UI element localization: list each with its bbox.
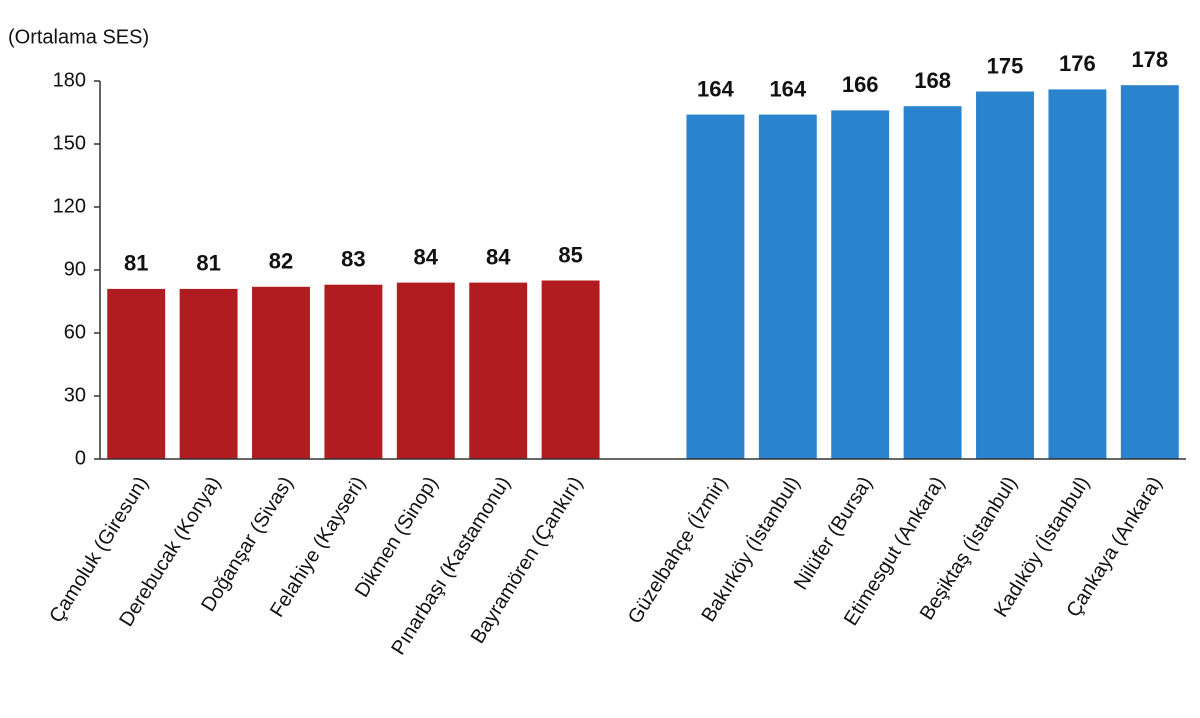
y-tick-label: 60 <box>64 321 86 343</box>
bar <box>903 106 962 459</box>
x-tick-label: Nilüfer (Bursa) <box>790 473 877 594</box>
value-label: 81 <box>124 251 148 276</box>
bar <box>541 280 600 459</box>
value-label: 164 <box>769 76 806 101</box>
bar <box>252 286 310 459</box>
bar <box>1120 85 1179 459</box>
y-tick-label: 30 <box>64 384 86 406</box>
value-label: 84 <box>486 244 511 269</box>
bar <box>469 282 528 459</box>
bar <box>324 284 383 459</box>
y-tick-label: 120 <box>53 195 86 217</box>
bar <box>179 288 238 459</box>
value-label: 82 <box>269 249 293 274</box>
value-label: 175 <box>987 53 1024 78</box>
value-label: 84 <box>414 244 439 269</box>
y-tick-label: 0 <box>75 447 86 469</box>
y-axis-label: (Ortalama SES) <box>8 26 149 48</box>
value-label: 85 <box>558 242 582 267</box>
value-label: 164 <box>697 76 734 101</box>
y-tick-label: 150 <box>53 132 86 154</box>
bar <box>107 288 166 459</box>
bar <box>686 114 745 459</box>
y-tick-label: 90 <box>64 258 86 280</box>
bar <box>758 114 817 459</box>
value-label: 178 <box>1131 47 1168 72</box>
value-label: 81 <box>196 251 220 276</box>
bar <box>396 282 455 459</box>
bar <box>976 91 1034 459</box>
value-label: 166 <box>842 72 879 97</box>
value-label: 176 <box>1059 51 1096 76</box>
bar <box>831 110 890 460</box>
value-label: 83 <box>341 247 365 272</box>
y-tick-label: 180 <box>53 69 86 91</box>
value-label: 168 <box>914 68 951 93</box>
bar <box>1048 89 1107 460</box>
